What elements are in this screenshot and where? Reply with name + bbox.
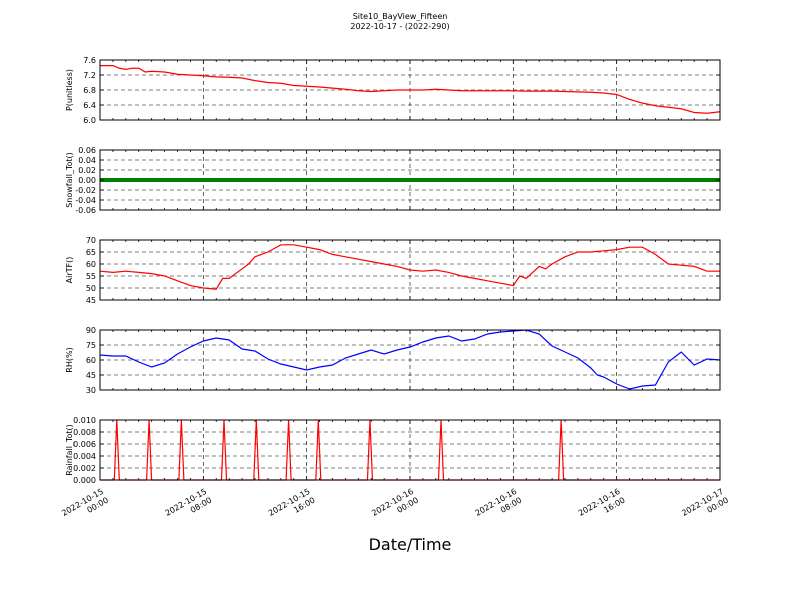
- y-tick-label: 0.02: [78, 166, 96, 175]
- y-tick-label: -0.06: [75, 206, 96, 215]
- y-tick-label: 70: [86, 236, 96, 245]
- y-tick-label: 0.006: [73, 440, 96, 449]
- y-tick-label: 0.06: [78, 146, 96, 155]
- panel-frame: [99, 239, 721, 301]
- y-tick-label: 50: [86, 284, 96, 293]
- y-axis-label: P(unitless): [65, 69, 74, 111]
- y-tick-label: 6.8: [83, 86, 96, 95]
- panel-frame: [99, 419, 721, 481]
- y-tick-label: 0.002: [73, 464, 96, 473]
- panel-5: 0.000 0.002 0.004 0.006 0.008 0.010Rainfall_T…: [65, 416, 721, 485]
- panel-frame: [99, 59, 721, 121]
- y-tick-label: 0.004: [73, 452, 96, 461]
- y-axis-label: RH(%): [65, 347, 74, 372]
- panel-frame: [99, 149, 721, 211]
- chart-title: Site10_BayView_Fifteen: [353, 12, 448, 21]
- y-tick-label: 55: [86, 272, 96, 281]
- panel-4: 30 45 60 75 90 RH(%): [65, 326, 721, 395]
- panel-3: 45 50 55 60 65 70 AirTF(): [65, 236, 721, 305]
- y-tick-label: 6.0: [83, 116, 96, 125]
- series-line-4: [99, 329, 721, 390]
- y-axis-label: Rainfall_Tot(): [65, 424, 74, 476]
- panel-2: -0.06-0.04-0.020.000.020.040.06 Snowfall_…: [65, 146, 721, 215]
- y-tick-label: 65: [86, 248, 96, 257]
- y-tick-label: 60: [86, 260, 96, 269]
- y-tick-label: -0.02: [75, 186, 96, 195]
- y-tick-label: 0.04: [78, 156, 96, 165]
- y-tick-label: -0.04: [75, 196, 96, 205]
- y-tick-label: 0.010: [73, 416, 96, 425]
- y-tick-label: 75: [86, 341, 96, 350]
- y-tick-label: 30: [86, 386, 96, 395]
- y-tick-label: 0.008: [73, 428, 96, 437]
- y-tick-label: 0.000: [73, 476, 96, 485]
- y-tick-label: 7.6: [83, 56, 96, 65]
- panel-frame: [99, 329, 721, 391]
- y-tick-label: 90: [86, 326, 96, 335]
- y-tick-label: 7.2: [83, 71, 96, 80]
- y-tick-label: 45: [86, 296, 96, 305]
- y-tick-label: 0.00: [78, 176, 96, 185]
- series-line-1: [100, 65, 721, 114]
- panel-1: 6.0 6.4 6.8 7.2 7.6 P(unitless): [65, 56, 721, 125]
- x-axis-label: Date/Time: [369, 535, 452, 554]
- y-tick-label: 60: [86, 356, 96, 365]
- panels-group: 6.0 6.4 6.8 7.2 7.6 P(unitless) -0.06-0.04-0.0…: [65, 56, 721, 485]
- y-axis-label: Snowfall_Tot(): [65, 152, 74, 208]
- series-line-3: [99, 244, 720, 290]
- y-tick-label: 6.4: [83, 101, 96, 110]
- chart-subtitle: 2022-10-17 - (2022-290): [350, 22, 449, 31]
- y-tick-label: 45: [86, 371, 96, 380]
- y-axis-label: AirTF(): [65, 257, 74, 284]
